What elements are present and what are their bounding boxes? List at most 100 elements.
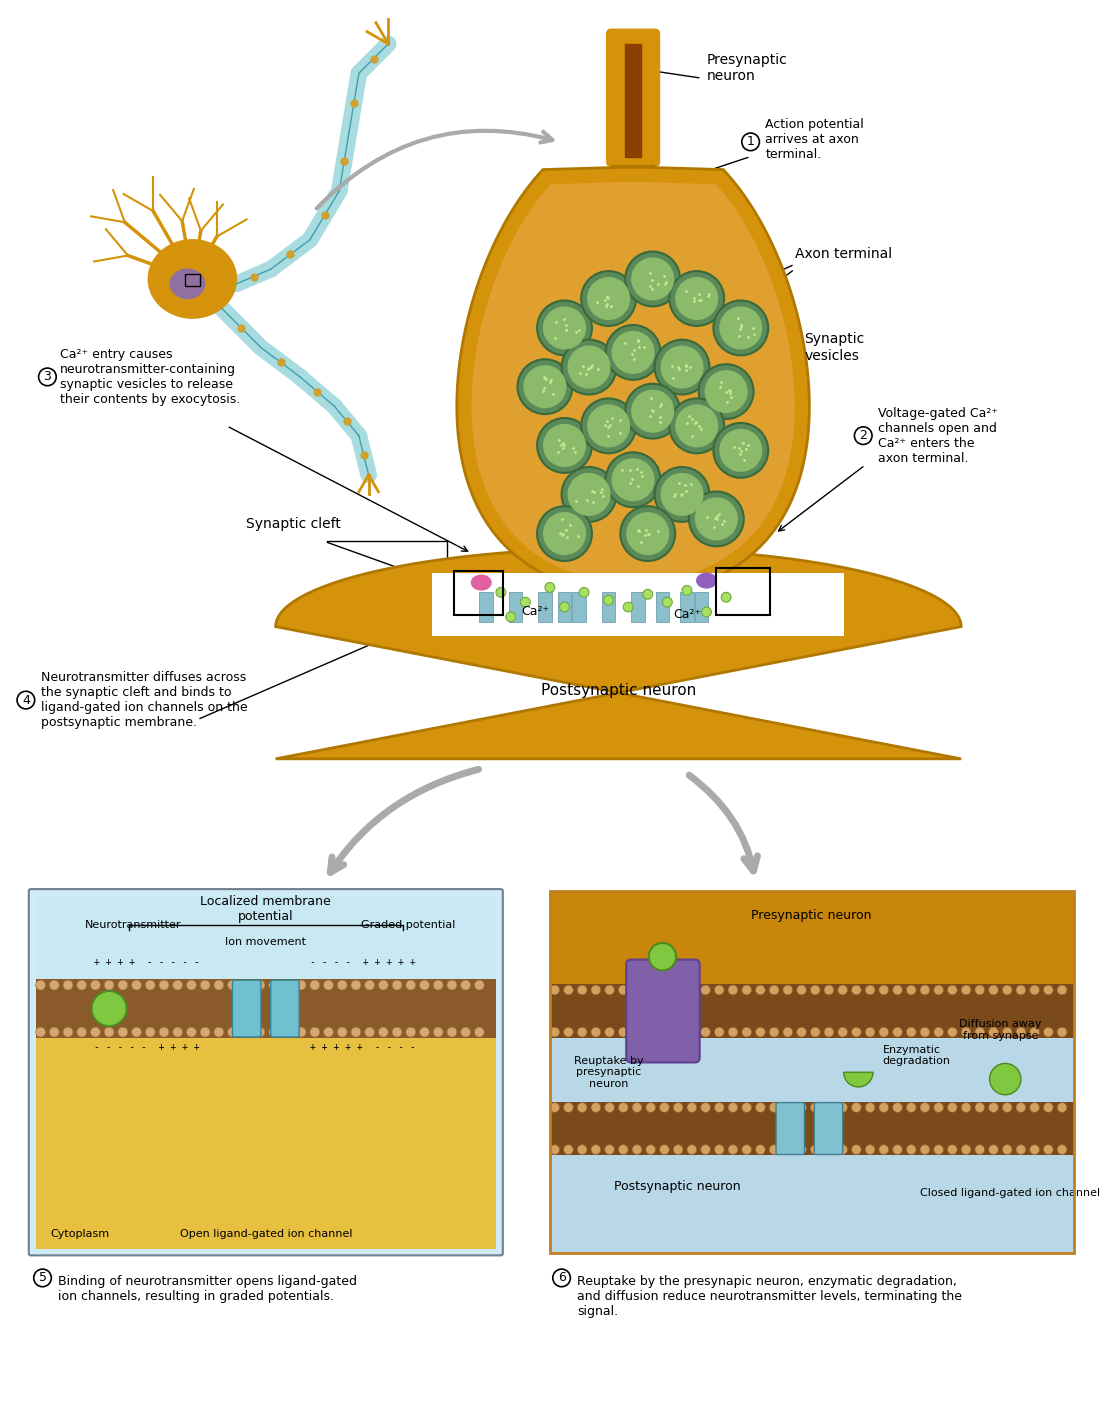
Circle shape xyxy=(214,980,223,990)
Circle shape xyxy=(824,1102,834,1112)
Circle shape xyxy=(728,1145,738,1155)
Circle shape xyxy=(742,1145,752,1155)
Circle shape xyxy=(159,1028,169,1036)
Circle shape xyxy=(728,1028,738,1036)
Circle shape xyxy=(824,1145,834,1155)
Circle shape xyxy=(934,986,944,995)
Circle shape xyxy=(892,1028,903,1036)
Circle shape xyxy=(379,1028,389,1036)
Text: 5: 5 xyxy=(38,1271,47,1284)
Circle shape xyxy=(975,1102,985,1112)
Circle shape xyxy=(581,272,636,327)
Circle shape xyxy=(619,1102,628,1112)
Circle shape xyxy=(283,980,293,990)
Circle shape xyxy=(560,603,570,612)
Circle shape xyxy=(296,980,306,990)
Ellipse shape xyxy=(170,269,204,298)
Circle shape xyxy=(851,1028,861,1036)
Circle shape xyxy=(659,1028,669,1036)
Circle shape xyxy=(947,1145,957,1155)
Text: 2: 2 xyxy=(859,429,867,442)
Circle shape xyxy=(405,1028,416,1036)
Text: Synaptic
vesicles: Synaptic vesicles xyxy=(804,332,865,363)
Circle shape xyxy=(337,980,347,990)
Bar xyxy=(479,593,493,622)
Circle shape xyxy=(620,505,675,560)
Text: Ca²⁺: Ca²⁺ xyxy=(521,605,550,618)
Bar xyxy=(631,593,645,622)
Circle shape xyxy=(604,1028,614,1036)
Circle shape xyxy=(545,583,555,593)
Circle shape xyxy=(159,980,169,990)
Circle shape xyxy=(742,986,752,995)
Text: Diffusion away
from synapse: Diffusion away from synapse xyxy=(960,1019,1041,1041)
Circle shape xyxy=(892,1102,903,1112)
Circle shape xyxy=(715,1102,724,1112)
Circle shape xyxy=(783,1145,793,1155)
Circle shape xyxy=(1002,1102,1012,1112)
Text: Ion movement: Ion movement xyxy=(226,936,306,948)
Circle shape xyxy=(682,586,691,596)
Circle shape xyxy=(460,980,470,990)
Circle shape xyxy=(173,980,182,990)
Text: Voltage-gated Ca²⁺
channels open and
Ca²⁺ enters the
axon terminal.: Voltage-gated Ca²⁺ channels open and Ca²… xyxy=(878,407,997,465)
Circle shape xyxy=(715,986,724,995)
Circle shape xyxy=(132,1028,142,1036)
Circle shape xyxy=(1043,1145,1053,1155)
Circle shape xyxy=(631,258,675,300)
Circle shape xyxy=(742,1028,752,1036)
Circle shape xyxy=(669,272,724,327)
Circle shape xyxy=(433,980,443,990)
Circle shape xyxy=(537,418,592,473)
Circle shape xyxy=(961,1102,971,1112)
Circle shape xyxy=(627,513,669,555)
Circle shape xyxy=(564,1102,573,1112)
Text: Presynaptic
neuron: Presynaptic neuron xyxy=(707,54,787,83)
Circle shape xyxy=(433,1028,443,1036)
Text: Postsynaptic neuron: Postsynaptic neuron xyxy=(541,683,696,698)
Circle shape xyxy=(521,597,531,607)
Circle shape xyxy=(365,1028,374,1036)
Circle shape xyxy=(460,1028,470,1036)
Circle shape xyxy=(1030,1145,1040,1155)
Circle shape xyxy=(675,277,718,320)
Circle shape xyxy=(866,1028,875,1036)
Circle shape xyxy=(392,1028,402,1036)
Ellipse shape xyxy=(149,239,237,318)
Circle shape xyxy=(632,1102,642,1112)
Circle shape xyxy=(906,1145,916,1155)
Text: Reuptake by the presynapic neuron, enzymatic degradation,
and diffusion reduce n: Reuptake by the presynapic neuron, enzym… xyxy=(577,1276,962,1318)
Circle shape xyxy=(700,1102,710,1112)
Circle shape xyxy=(564,986,573,995)
Circle shape xyxy=(783,1102,793,1112)
Circle shape xyxy=(934,1102,944,1112)
Circle shape xyxy=(719,429,762,472)
Circle shape xyxy=(838,1145,848,1155)
Circle shape xyxy=(379,980,389,990)
Circle shape xyxy=(562,467,617,522)
Text: 6: 6 xyxy=(557,1271,565,1284)
Circle shape xyxy=(241,980,251,990)
Bar xyxy=(432,573,843,636)
Polygon shape xyxy=(471,182,794,583)
Polygon shape xyxy=(457,166,810,594)
Text: Reuptake by
presynaptic
neuron: Reuptake by presynaptic neuron xyxy=(574,1056,643,1088)
Circle shape xyxy=(1002,986,1012,995)
FancyBboxPatch shape xyxy=(29,888,503,1256)
Polygon shape xyxy=(276,548,961,759)
Circle shape xyxy=(755,1028,765,1036)
Wedge shape xyxy=(843,1073,873,1087)
Circle shape xyxy=(824,1028,834,1036)
Circle shape xyxy=(892,1145,903,1155)
Circle shape xyxy=(879,1102,889,1112)
Circle shape xyxy=(1002,1028,1012,1036)
Circle shape xyxy=(838,1102,848,1112)
Circle shape xyxy=(447,1028,457,1036)
Circle shape xyxy=(567,473,611,515)
Circle shape xyxy=(591,1145,601,1155)
FancyBboxPatch shape xyxy=(607,30,659,166)
Circle shape xyxy=(591,1028,601,1036)
Circle shape xyxy=(975,1145,985,1155)
Circle shape xyxy=(934,1028,944,1036)
Text: 1: 1 xyxy=(746,135,755,148)
